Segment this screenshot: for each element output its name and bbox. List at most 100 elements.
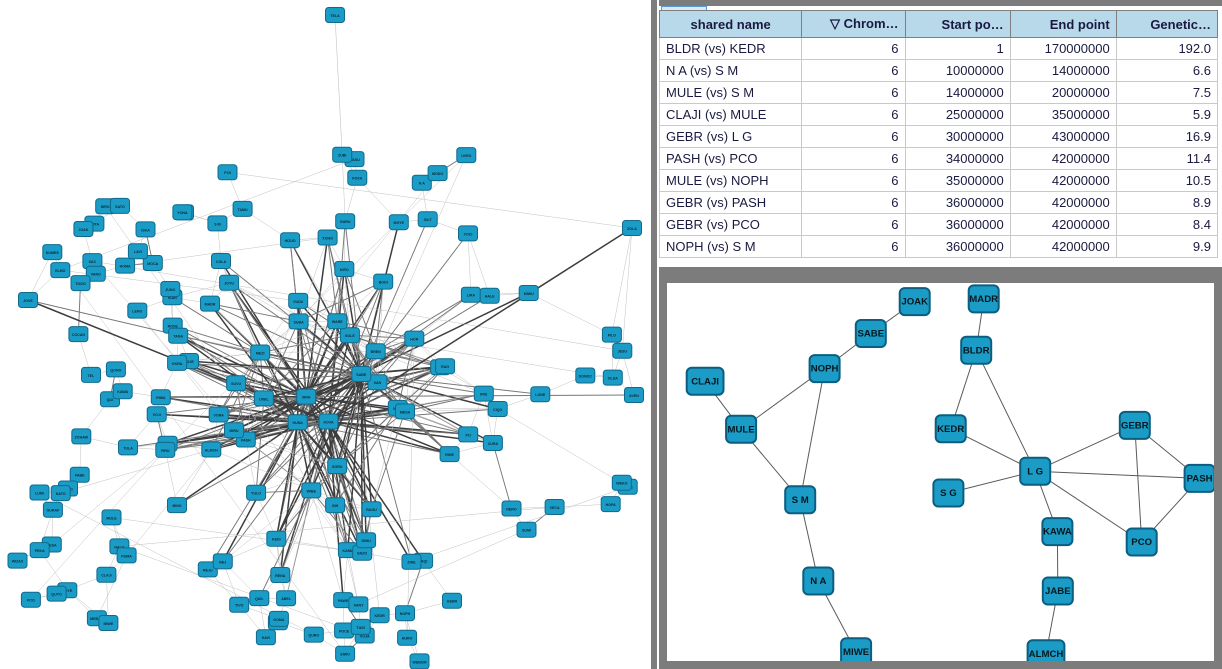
- svg-text:DONOC: DONOC: [579, 374, 593, 378]
- svg-text:RIWA: RIWA: [156, 396, 166, 400]
- svg-text:JOAK: JOAK: [901, 297, 928, 308]
- svg-text:GURU: GURU: [340, 220, 351, 224]
- svg-text:ALMCH: ALMCH: [1029, 649, 1064, 660]
- svg-text:GILT: GILT: [424, 218, 433, 222]
- svg-text:RIHE: RIHE: [445, 453, 454, 457]
- svg-text:KAMU: KAMU: [343, 549, 354, 553]
- svg-text:NATO: NATO: [56, 492, 66, 496]
- svg-text:S G: S G: [940, 488, 957, 499]
- svg-text:NIRO: NIRO: [101, 205, 110, 209]
- svg-text:HOPA: HOPA: [606, 503, 617, 507]
- svg-text:KOVA: KOVA: [323, 420, 334, 424]
- svg-text:KUMES: KUMES: [46, 251, 60, 255]
- svg-text:XAC: XAC: [89, 260, 97, 264]
- svg-text:TOGO: TOGO: [75, 282, 86, 286]
- svg-text:PCO: PCO: [1131, 537, 1152, 548]
- svg-text:L G: L G: [1027, 466, 1043, 477]
- svg-text:XOHO: XOHO: [322, 236, 333, 240]
- svg-text:YULO: YULO: [251, 492, 261, 496]
- svg-text:PIJI: PIJI: [224, 171, 230, 175]
- svg-text:UVEO: UVEO: [461, 154, 471, 158]
- svg-text:PIJ: PIJ: [465, 433, 470, 437]
- svg-text:QONO: QONO: [110, 368, 121, 372]
- svg-text:VUDU: VUDU: [293, 300, 304, 304]
- svg-text:VECA: VECA: [550, 506, 560, 510]
- svg-text:ISKA: ISKA: [141, 228, 150, 232]
- svg-text:MOCA: MOCA: [147, 262, 158, 266]
- svg-text:JOAK: JOAK: [78, 228, 88, 232]
- svg-text:UXEL: UXEL: [259, 397, 269, 401]
- svg-text:ENZO: ENZO: [357, 552, 367, 556]
- svg-text:BLDR: BLDR: [963, 345, 990, 356]
- svg-text:PASH: PASH: [1187, 474, 1213, 485]
- svg-text:SABE: SABE: [356, 373, 367, 377]
- svg-text:ELMO: ELMO: [55, 269, 66, 273]
- svg-text:VORA: VORA: [214, 413, 225, 417]
- svg-text:TULA: TULA: [123, 446, 133, 450]
- svg-text:KAWA: KAWA: [1043, 527, 1072, 538]
- svg-text:VOJI: VOJI: [153, 413, 161, 417]
- svg-text:WIZAX: WIZAX: [12, 560, 24, 564]
- svg-text:PEKA: PEKA: [35, 549, 45, 553]
- svg-text:SUVU: SUVU: [231, 382, 241, 386]
- svg-text:HOR: HOR: [410, 338, 418, 342]
- svg-text:GOMA: GOMA: [273, 618, 285, 622]
- svg-text:POCE: POCE: [339, 629, 350, 633]
- svg-text:S M: S M: [214, 222, 220, 226]
- svg-text:KAWA: KAWA: [117, 390, 128, 394]
- svg-text:WEKO: WEKO: [616, 482, 627, 486]
- svg-text:PUMA: PUMA: [121, 554, 132, 558]
- svg-text:RAG: RAG: [441, 365, 449, 369]
- svg-text:JABE: JABE: [1045, 586, 1071, 597]
- svg-text:GEBR: GEBR: [1121, 421, 1149, 432]
- svg-text:OKRA: OKRA: [172, 362, 183, 366]
- svg-text:GEBR: GEBR: [447, 600, 458, 604]
- svg-text:BODI: BODI: [379, 281, 388, 285]
- svg-text:ZUBI: ZUBI: [338, 154, 346, 158]
- svg-text:DIMU: DIMU: [362, 539, 372, 543]
- svg-text:KEDR: KEDR: [937, 424, 964, 435]
- svg-text:JOVE: JOVE: [23, 299, 33, 303]
- svg-text:REJU: REJU: [203, 568, 213, 572]
- svg-text:SOLE: SOLE: [345, 334, 355, 338]
- svg-text:TIVO: TIVO: [235, 604, 244, 608]
- svg-text:XAN: XAN: [374, 381, 382, 385]
- svg-text:N A: N A: [810, 576, 826, 587]
- svg-text:VOJA: VOJA: [360, 634, 370, 638]
- svg-text:JUNO: JUNO: [165, 288, 175, 292]
- svg-text:QUIL: QUIL: [255, 597, 264, 601]
- svg-text:WEBUM: WEBUM: [413, 660, 427, 664]
- svg-text:KEDI: KEDI: [272, 538, 281, 542]
- svg-text:WARE: WARE: [332, 320, 343, 324]
- svg-text:COLA: COLA: [216, 260, 227, 264]
- svg-text:AVEN: AVEN: [629, 394, 639, 398]
- svg-text:OLDA: OLDA: [608, 377, 619, 381]
- svg-text:YOCI: YOCI: [464, 232, 473, 236]
- svg-text:BREN: BREN: [371, 350, 382, 354]
- svg-text:FOXA: FOXA: [352, 177, 362, 181]
- svg-text:HIZUD: HIZUD: [285, 239, 296, 243]
- svg-text:KIRO: KIRO: [340, 268, 349, 272]
- svg-text:N A: N A: [419, 182, 425, 186]
- svg-text:MADR: MADR: [969, 294, 998, 305]
- svg-text:JESU: JESU: [618, 350, 628, 354]
- svg-text:GURAF: GURAF: [47, 509, 61, 513]
- svg-text:ABEL: ABEL: [281, 597, 292, 601]
- svg-text:MIWE: MIWE: [104, 622, 114, 626]
- svg-text:MEZI: MEZI: [256, 351, 265, 355]
- svg-text:SIWO: SIWO: [340, 653, 350, 657]
- svg-text:MESA: MESA: [400, 410, 411, 414]
- svg-text:JOYU: JOYU: [224, 282, 234, 286]
- svg-text:ZOLA: ZOLA: [627, 227, 637, 231]
- svg-text:IRIS: IRIS: [480, 393, 488, 397]
- svg-text:QUYO: QUYO: [51, 593, 62, 597]
- svg-text:ALMCH: ALMCH: [205, 448, 218, 452]
- svg-text:MIWE: MIWE: [843, 647, 870, 658]
- svg-text:LIRA: LIRA: [467, 294, 476, 298]
- svg-text:S M: S M: [792, 495, 809, 506]
- svg-text:RAGU: RAGU: [366, 508, 377, 512]
- svg-text:MULE: MULE: [728, 424, 756, 435]
- svg-text:REJ: REJ: [219, 560, 226, 564]
- svg-text:NOPH: NOPH: [811, 364, 839, 375]
- svg-text:MADR: MADR: [205, 303, 216, 307]
